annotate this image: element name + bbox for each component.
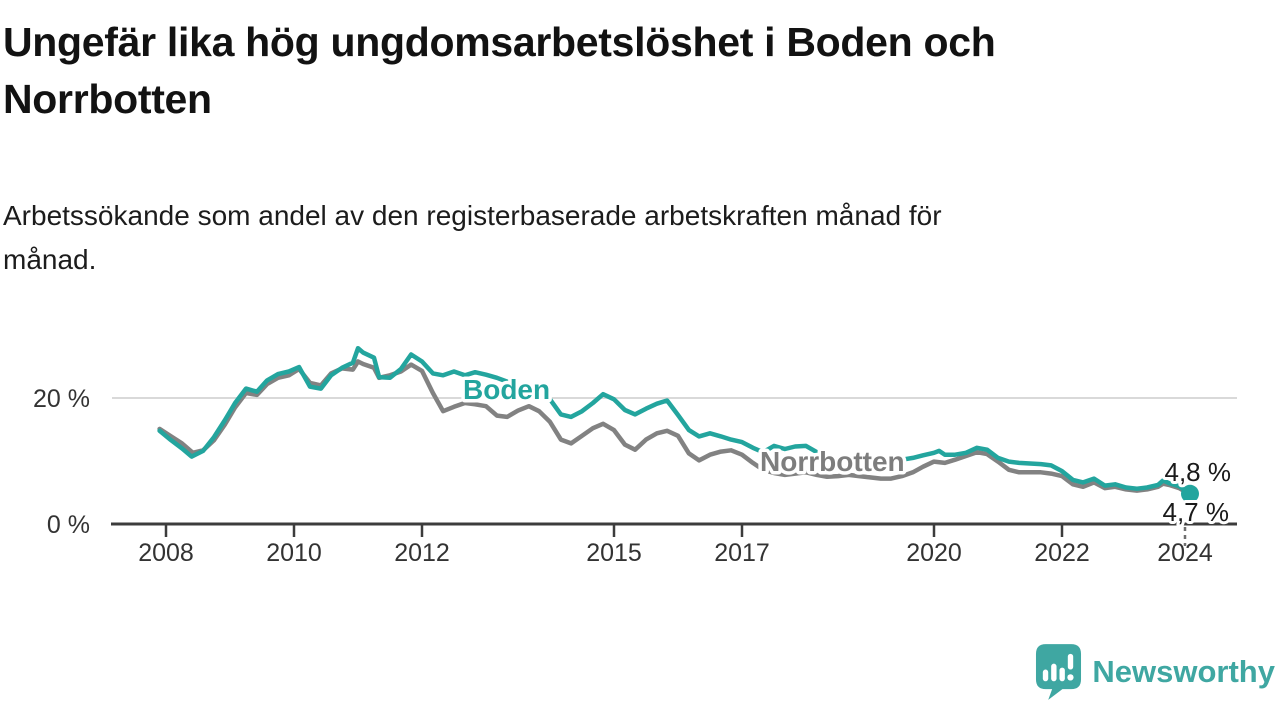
series-label-norrbotten: Norrbotten [760, 446, 905, 477]
y-tick-label-0: 0 % [47, 511, 90, 539]
x-tick-label-2017: 2017 [714, 539, 770, 567]
brand-name: Newsworthy [1092, 654, 1275, 689]
norrbotten-end-value-label: 4,7 % [1163, 497, 1230, 527]
boden-end-value-label: 4,8 % [1165, 457, 1232, 487]
x-tick-label-2022: 2022 [1034, 539, 1090, 567]
series-line-norrbotten [157, 359, 1193, 497]
newsworthy-logo-icon [1036, 644, 1082, 700]
brand-footer: Newsworthy [1035, 643, 1275, 701]
x-tick-label-2015: 2015 [586, 539, 642, 567]
y-tick-label-20: 20 % [33, 385, 90, 413]
x-tick-label-2012: 2012 [394, 539, 450, 567]
x-tick-label-2024: 2024 [1157, 539, 1213, 567]
x-tick-label-2020: 2020 [906, 539, 962, 567]
series-line-boden [157, 345, 1193, 497]
x-tick-label-2010: 2010 [266, 539, 322, 567]
boden-endpoint-dot [1181, 484, 1199, 503]
series-label-boden: Boden [463, 374, 550, 405]
page-subtitle: Arbetssökande som andel av den registerb… [3, 200, 942, 275]
page-title: Ungefär lika hög ungdomsarbetslöshet i B… [3, 19, 996, 122]
x-tick-label-2008: 2008 [138, 539, 194, 567]
